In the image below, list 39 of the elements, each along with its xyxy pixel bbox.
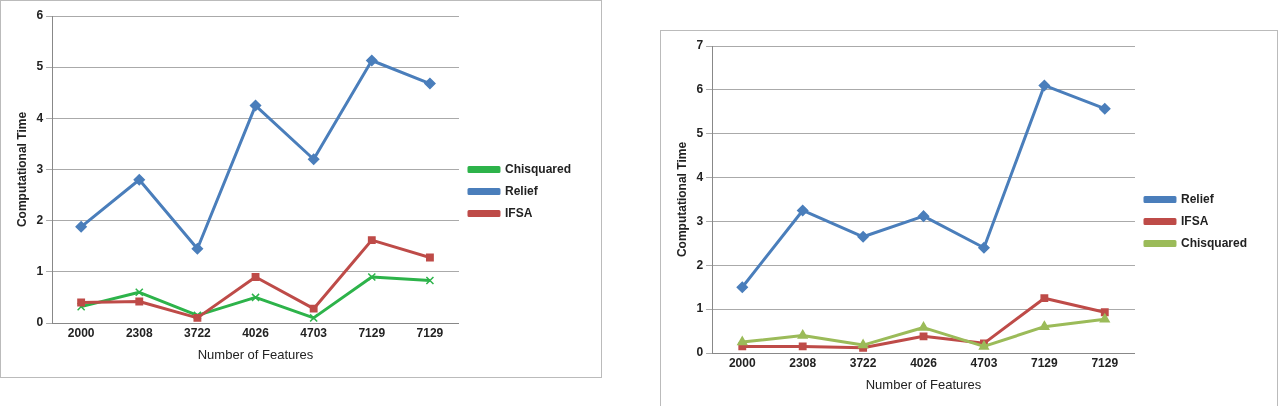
y-tick-label: 1 [36, 264, 44, 279]
legend-label: Relief [504, 183, 539, 198]
y-tick-label: 0 [36, 315, 44, 330]
x-tick-label: 7129 [416, 325, 444, 340]
x-tick-label: 4026 [910, 355, 938, 370]
y-tick-label: 7 [696, 38, 704, 53]
y-tick-label: 1 [696, 301, 704, 316]
y-tick-label: 5 [696, 126, 704, 141]
x-tick-label: 2308 [125, 325, 153, 340]
y-tick-label: 4 [36, 110, 44, 125]
y-tick-label: 5 [36, 59, 44, 74]
y-tick-label: 6 [696, 82, 704, 97]
legend-label: IFSA [504, 205, 533, 220]
y-tick-label: 2 [36, 212, 44, 227]
x-axis-title: Number of Features [197, 346, 314, 362]
y-tick-label: 4 [696, 169, 704, 184]
y-axis-title: Computational Time [14, 111, 29, 228]
legend-label: Relief [1180, 191, 1215, 206]
legend-label: Chisquared [504, 161, 571, 176]
legend-label: Chisquared [1180, 235, 1247, 250]
y-tick-label: 2 [696, 257, 704, 272]
x-tick-label: 7129 [1031, 355, 1059, 370]
y-tick-label: 0 [696, 345, 704, 360]
y-axis-title: Computational Time [674, 141, 689, 258]
x-tick-label: 3722 [849, 355, 877, 370]
x-tick-label: 3722 [184, 325, 212, 340]
x-tick-label: 2000 [728, 355, 756, 370]
x-tick-label: 7129 [358, 325, 386, 340]
y-tick-label: 3 [36, 161, 44, 176]
legend-label: IFSA [1180, 213, 1209, 228]
x-tick-label: 4026 [242, 325, 270, 340]
x-tick-label: 2308 [789, 355, 817, 370]
x-axis-title: Number of Features [865, 376, 982, 392]
x-tick-label: 4703 [300, 325, 328, 340]
x-tick-label: 4703 [970, 355, 998, 370]
x-tick-label: 2000 [67, 325, 95, 340]
x-tick-label: 7129 [1091, 355, 1119, 370]
y-tick-label: 3 [696, 213, 704, 228]
y-tick-label: 6 [36, 8, 44, 23]
